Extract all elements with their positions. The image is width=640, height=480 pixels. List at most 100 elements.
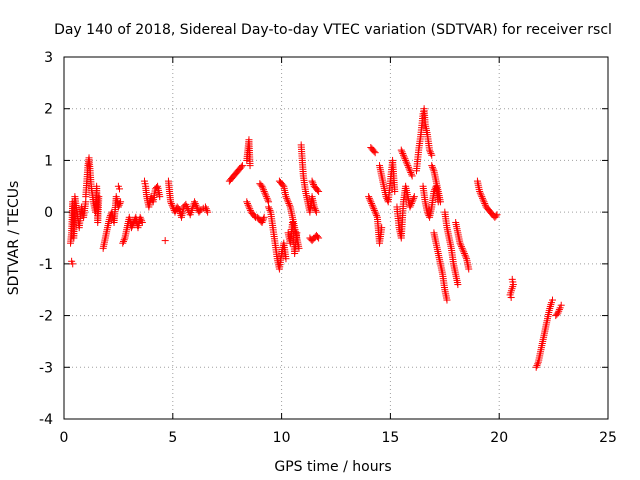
data-point-8-44 <box>191 200 199 208</box>
data-point-19-11 <box>373 212 381 220</box>
data-point-17-7 <box>315 187 323 195</box>
data-point-5-1 <box>119 237 127 245</box>
data-point-32-33 <box>549 296 557 304</box>
data-point-13-48 <box>282 255 290 263</box>
data-point-30-11 <box>480 198 488 206</box>
data-point-23-8 <box>403 160 411 168</box>
data-point-29-12 <box>457 243 465 251</box>
data-point-11-15 <box>258 218 266 226</box>
data-point-5-36 <box>138 217 146 225</box>
data-point-29-14 <box>459 246 467 254</box>
data-point-23-15 <box>408 172 416 180</box>
data-point-29-13 <box>458 244 466 252</box>
data-point-3-43 <box>117 198 125 206</box>
data-point-8-16 <box>171 208 179 216</box>
data-point-32-2 <box>534 360 542 368</box>
data-point-14-14 <box>286 201 294 209</box>
data-point-23-5 <box>401 155 409 163</box>
data-point-14-3 <box>279 181 287 189</box>
data-point-29-11 <box>457 241 465 249</box>
data-point-23-3 <box>399 151 407 159</box>
data-point-12-5 <box>260 187 268 195</box>
data-point-9-12 <box>238 162 246 170</box>
data-point-20-3 <box>370 147 378 155</box>
data-point-22-48 <box>407 201 415 209</box>
data-point-23-10 <box>405 163 413 171</box>
data-point-30-6 <box>476 189 484 197</box>
x-tick-label-3: 15 <box>381 430 399 446</box>
data-point-14-12 <box>284 198 292 206</box>
data-point-19-3 <box>367 198 375 206</box>
data-point-14-35 <box>295 244 303 252</box>
data-point-19-31 <box>378 224 386 232</box>
data-point-8-11 <box>167 200 175 208</box>
data-point-26-18 <box>436 198 444 206</box>
data-point-24-48 <box>427 150 435 158</box>
data-point-17-2 <box>310 181 318 189</box>
data-point-7-0 <box>161 237 169 245</box>
data-point-20-4 <box>371 149 379 157</box>
data-point-8-54 <box>202 205 210 213</box>
data-point-32-31 <box>547 301 555 309</box>
data-point-12-1 <box>257 181 265 189</box>
data-point-23-13 <box>407 168 415 176</box>
data-point-16-44 <box>311 205 319 213</box>
data-point-22-47 <box>406 203 414 211</box>
data-point-29-24 <box>465 265 473 273</box>
chart-title: Day 140 of 2018, Sidereal Day-to-day VTE… <box>54 22 612 38</box>
data-point-30-10 <box>479 196 487 204</box>
axis-ticks: 0 5 10 15 20 25 -4 -3 -2 -1 0 1 2 3 <box>39 50 617 446</box>
data-point-8-43 <box>191 198 199 206</box>
data-point-11-17 <box>259 215 267 223</box>
data-point-16-46 <box>312 208 320 216</box>
data-point-16-43 <box>310 203 318 211</box>
data-point-5-20 <box>129 220 137 228</box>
data-point-6-33 <box>156 193 164 201</box>
data-point-19-10 <box>372 210 380 218</box>
y-tick-label-5: 1 <box>44 153 53 169</box>
data-point-23-7 <box>402 158 410 166</box>
data-point-16-45 <box>312 206 320 214</box>
data-point-22-53 <box>410 193 418 201</box>
y-tick-label-1: -3 <box>39 360 53 376</box>
data-point-11-16 <box>259 217 267 225</box>
data-point-3-40 <box>114 203 122 211</box>
data-point-24-46 <box>426 146 434 154</box>
data-point-8-20 <box>174 204 182 212</box>
data-point-30-5 <box>476 187 484 195</box>
data-point-5-34 <box>136 213 144 221</box>
data-point-23-9 <box>404 162 412 170</box>
data-point-8-12 <box>168 201 176 209</box>
data-point-33-3 <box>555 307 563 315</box>
data-point-18-7 <box>314 233 322 241</box>
data-point-19-2 <box>366 196 374 204</box>
data-point-30-13 <box>481 201 489 209</box>
data-point-11-5 <box>246 206 254 214</box>
data-point-14-10 <box>283 194 291 202</box>
data-point-23-1 <box>398 148 406 156</box>
x-axis-label: GPS time / hours <box>274 459 391 475</box>
data-point-11-9 <box>250 212 258 220</box>
data-point-5-35 <box>137 215 145 223</box>
data-point-11-18 <box>260 213 268 221</box>
data-point-5-37 <box>138 218 146 226</box>
data-point-26-1 <box>428 163 436 171</box>
data-point-24-47 <box>426 148 434 156</box>
data-point-11-0 <box>243 198 251 206</box>
data-point-13-1 <box>265 205 273 213</box>
data-point-19-8 <box>370 206 378 214</box>
data-point-24-49 <box>428 151 436 159</box>
data-point-21-17 <box>383 196 391 204</box>
data-point-30-12 <box>481 200 489 208</box>
data-point-27-32 <box>443 296 451 304</box>
data-point-30-24 <box>493 211 501 219</box>
plot-area-border <box>63 56 609 420</box>
x-tick-label-5: 25 <box>599 430 617 446</box>
data-point-23-6 <box>402 156 410 164</box>
data-point-13-0 <box>265 203 273 211</box>
data-point-19-4 <box>368 200 376 208</box>
data-point-33-1 <box>553 310 561 318</box>
data-point-12-7 <box>262 191 270 199</box>
data-point-22-52 <box>410 194 418 202</box>
data-point-22-49 <box>407 200 415 208</box>
